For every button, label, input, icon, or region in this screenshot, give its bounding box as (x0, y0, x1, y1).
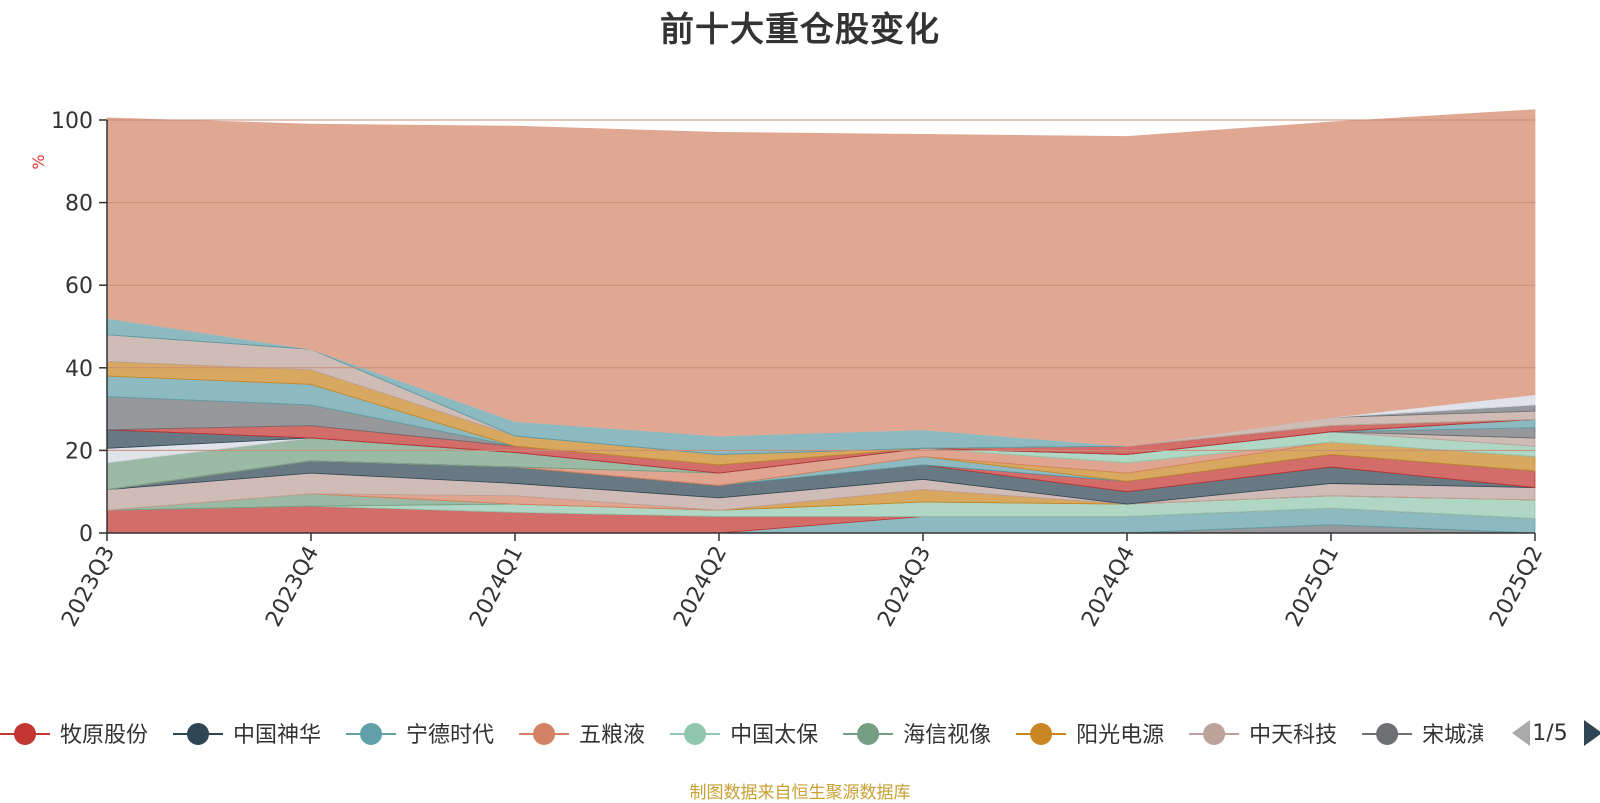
y-tick-label: 100 (51, 109, 93, 134)
legend-item[interactable]: 中国太保 (670, 723, 818, 748)
legend-item[interactable]: 宋城演艺 (1362, 723, 1510, 748)
x-tick-label: 2025Q1 (1281, 542, 1344, 631)
legend-marker-icon (684, 723, 707, 745)
x-tick-label: 2024Q1 (465, 542, 528, 631)
legend-pager: 1/5 (1512, 720, 1600, 746)
legend-item[interactable]: 中国神华 (173, 723, 321, 748)
legend-item[interactable]: 阳光电源 (1016, 723, 1164, 748)
y-tick-label: 60 (65, 274, 93, 299)
legend-item[interactable]: 牧原股份 (0, 723, 148, 748)
legend-page-indicator: 1/5 (1532, 721, 1567, 746)
x-tick-label: 2024Q2 (669, 542, 732, 631)
x-tick-label: 2024Q3 (873, 542, 936, 631)
legend-label: 中国神华 (233, 723, 321, 748)
legend-item[interactable]: 海信视像 (843, 723, 991, 748)
legend: 牧原股份 中国神华 宁德时代 五粮液 中国太保 海信视像 阳光电源 中天科技 宋城演艺 (0, 723, 1510, 748)
legend-label: 阳光电源 (1076, 723, 1164, 748)
x-tick-label: 2023Q3 (57, 542, 120, 631)
x-tick-label: 2023Q4 (261, 542, 324, 631)
legend-next-icon[interactable] (1584, 720, 1600, 746)
legend-item[interactable]: 五粮液 (519, 723, 645, 748)
legend-label: 宁德时代 (406, 723, 494, 748)
legend-label: 海信视像 (903, 723, 991, 748)
legend-label: 宋城演艺 (1422, 723, 1510, 748)
source-note: 制图数据来自恒生聚源数据库 (689, 783, 911, 803)
legend-item[interactable]: 中天科技 (1189, 723, 1337, 748)
legend-marker-icon (360, 723, 383, 745)
x-tick-label: 2025Q2 (1485, 542, 1548, 631)
area-others (106, 109, 1536, 447)
legend-prev-icon[interactable] (1512, 720, 1530, 746)
y-axis-unit-label: % (29, 154, 48, 169)
x-tick-label: 2024Q4 (1077, 542, 1140, 631)
legend-item[interactable]: 宁德时代 (346, 723, 494, 748)
legend-label: 牧原股份 (60, 723, 148, 748)
area-series (106, 109, 1536, 534)
y-tick-label: 20 (65, 439, 93, 464)
y-tick-label: 0 (79, 522, 93, 547)
legend-marker-icon (1376, 723, 1399, 745)
legend-marker-icon (14, 723, 36, 745)
y-tick-label: 80 (65, 192, 93, 217)
y-tick-label: 40 (65, 357, 93, 382)
legend-label: 中天科技 (1249, 723, 1337, 748)
legend-label: 中国太保 (730, 723, 818, 748)
legend-marker-icon (1030, 723, 1053, 745)
chart-title: 前十大重仓股变化 (660, 10, 940, 50)
legend-label: 五粮液 (579, 723, 645, 748)
legend-marker-icon (857, 723, 880, 745)
legend-marker-icon (187, 723, 210, 745)
legend-marker-icon (533, 723, 556, 745)
legend-marker-icon (1203, 723, 1226, 745)
